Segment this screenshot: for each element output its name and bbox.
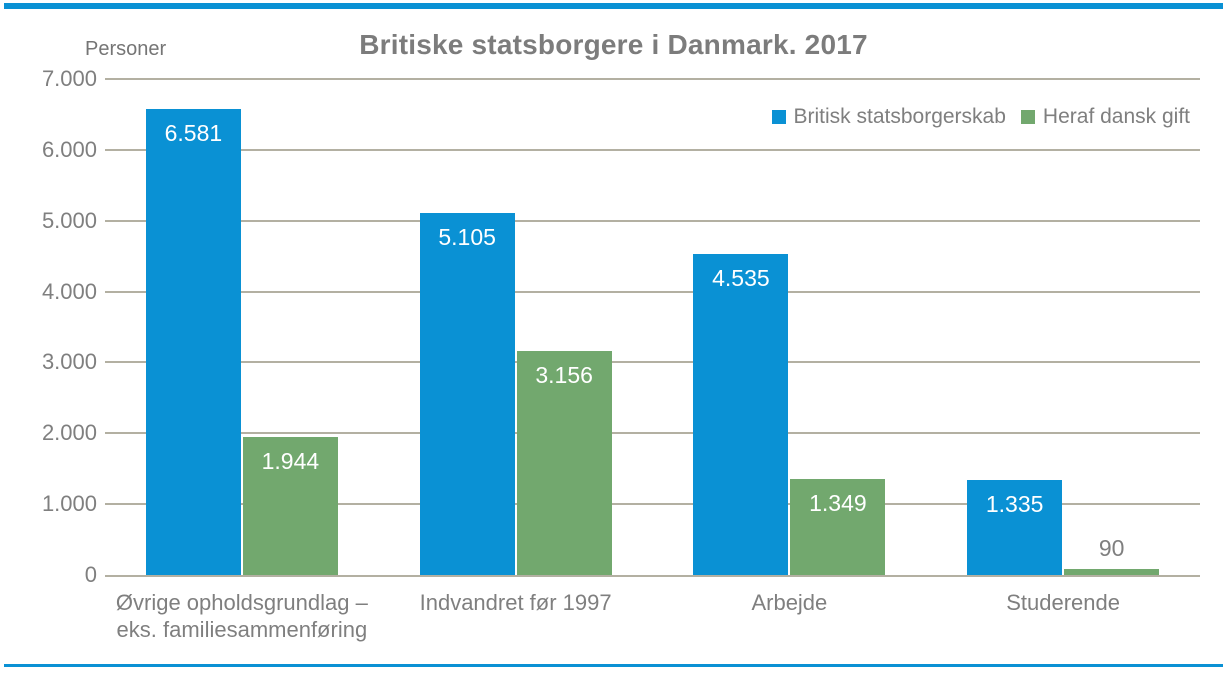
legend-label: Britisk statsborgerskab: [793, 105, 1006, 128]
bar-britisk-statsborgerskab: 4.535: [693, 254, 789, 575]
gridline: [105, 361, 1200, 364]
chart-title: Britiske statsborgere i Danmark. 2017: [359, 29, 868, 60]
bar-heraf-dansk-gift: 1.349: [790, 479, 886, 575]
y-tick-label: 0: [84, 562, 97, 587]
legend-item-heraf-dansk-gift: Heraf dansk gift: [1020, 105, 1190, 129]
gridline: [105, 432, 1200, 435]
top-border-rule: [4, 3, 1223, 9]
bar-heraf-dansk-gift: 1.944: [242, 437, 338, 575]
bar-britisk-statsborgerskab: 5.105: [419, 213, 515, 575]
legend-item-britisk-statsborgerskab: Britisk statsborgerskab: [771, 105, 1006, 129]
legend-swatch-green-icon: [1020, 110, 1035, 124]
gridline: [105, 148, 1200, 151]
plot-area: 6.581 1.944 5.105 3.156 4.535 1.349 1.335 90: [105, 78, 1200, 577]
y-tick-label: 7.000: [41, 66, 97, 91]
bottom-border-rule: [4, 664, 1223, 667]
gridline: [105, 503, 1200, 506]
bar-value-label: 90: [1098, 535, 1125, 561]
bar-heraf-dansk-gift: 90: [1064, 535, 1160, 575]
y-tick-label: 4.000: [41, 278, 97, 304]
y-tick-label: 5.000: [41, 207, 97, 233]
bar-value-label: 1.349: [809, 490, 867, 516]
y-axis-unit-label: Personer: [85, 38, 167, 60]
gridline: [105, 290, 1200, 293]
bar-value-label: 5.105: [438, 224, 496, 250]
bar-value-label: 6.581: [164, 120, 223, 146]
bar-britisk-statsborgerskab: 1.335: [967, 480, 1063, 575]
y-tick-label: 3.000: [41, 349, 97, 375]
legend-swatch-blue-icon: [771, 110, 786, 124]
y-tick-label: 6.000: [41, 136, 97, 162]
bar-value-label: 3.156: [535, 362, 593, 388]
y-tick-label: 2.000: [41, 420, 97, 446]
x-category-label: Studerende: [1006, 590, 1120, 615]
bar-value-label: 4.535: [712, 265, 770, 291]
gridline: [105, 219, 1200, 222]
gridline: [105, 78, 1200, 80]
bar-heraf-dansk-gift: 3.156: [516, 351, 612, 575]
bar-value-label: 1.335: [985, 491, 1044, 517]
legend-label: Heraf dansk gift: [1042, 105, 1190, 128]
x-category-label: Arbejde: [751, 590, 828, 615]
bar-value-label: 1.944: [261, 448, 320, 474]
bar-britisk-statsborgerskab: 6.581: [145, 109, 241, 575]
x-category-label: Øvrige opholdsgrundlag – eks. familiesam…: [115, 590, 368, 642]
y-tick-label: 1.000: [41, 491, 97, 517]
legend: Britisk statsborgerskab Heraf dansk gift: [771, 105, 1190, 129]
x-category-label: Indvandret før 1997: [419, 590, 612, 615]
